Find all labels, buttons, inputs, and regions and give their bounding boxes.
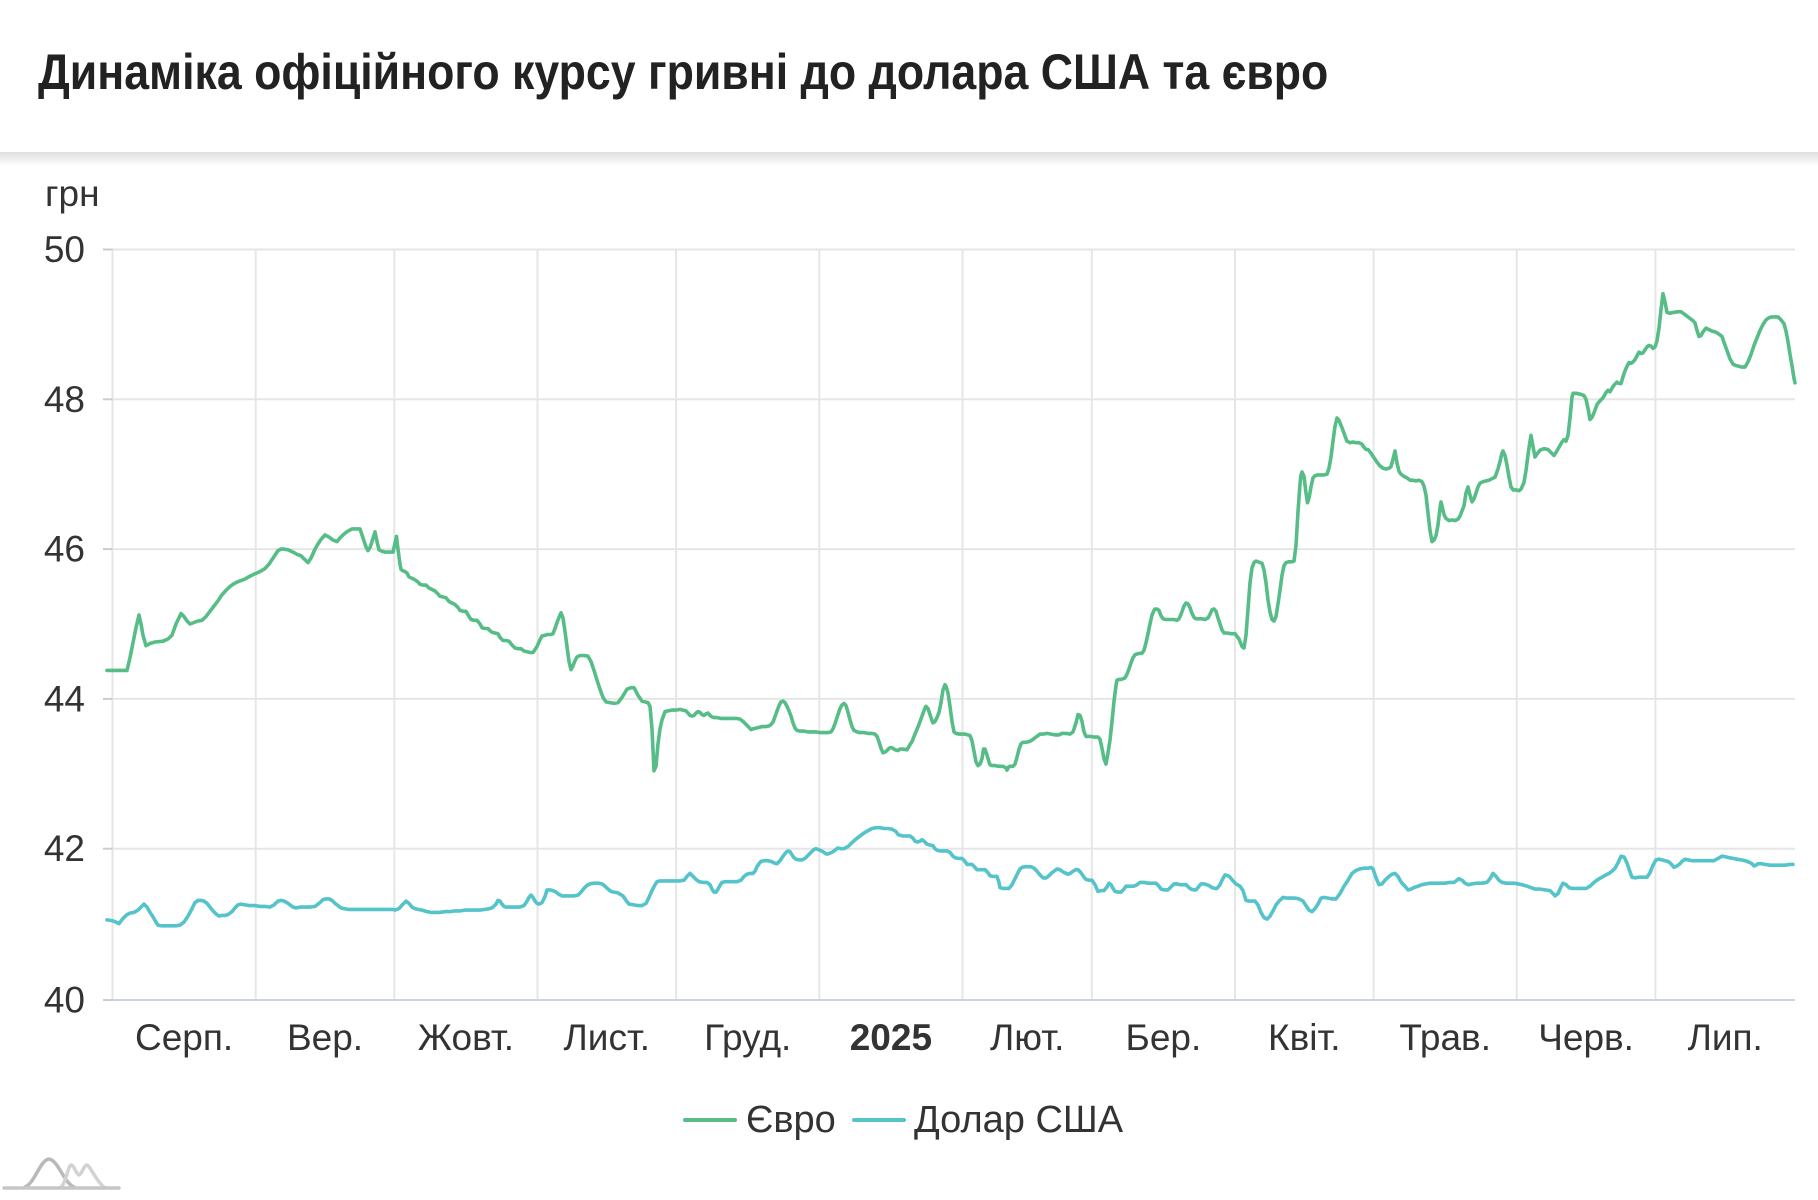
svg-text:Бер.: Бер.: [1126, 1017, 1202, 1058]
svg-text:42: 42: [44, 828, 85, 869]
svg-text:Груд.: Груд.: [704, 1017, 791, 1058]
svg-text:44: 44: [44, 678, 85, 719]
svg-text:Лют.: Лют.: [990, 1017, 1064, 1058]
svg-text:Євро: Євро: [746, 1099, 836, 1141]
svg-text:50: 50: [44, 229, 85, 270]
svg-text:грн: грн: [45, 173, 100, 214]
svg-text:Жовт.: Жовт.: [418, 1017, 514, 1058]
svg-text:Лип.: Лип.: [1688, 1017, 1763, 1058]
svg-text:46: 46: [44, 529, 85, 570]
svg-text:Квіт.: Квіт.: [1268, 1017, 1341, 1058]
svg-text:Черв.: Черв.: [1538, 1017, 1634, 1058]
svg-text:Долар США: Долар США: [914, 1099, 1124, 1141]
svg-text:Вер.: Вер.: [287, 1017, 363, 1058]
svg-text:2025: 2025: [850, 1017, 932, 1058]
svg-text:48: 48: [44, 379, 85, 420]
svg-text:Лист.: Лист.: [564, 1017, 651, 1058]
svg-text:Серп.: Серп.: [135, 1017, 233, 1058]
svg-text:Трав.: Трав.: [1399, 1017, 1491, 1058]
svg-text:40: 40: [44, 980, 85, 1021]
